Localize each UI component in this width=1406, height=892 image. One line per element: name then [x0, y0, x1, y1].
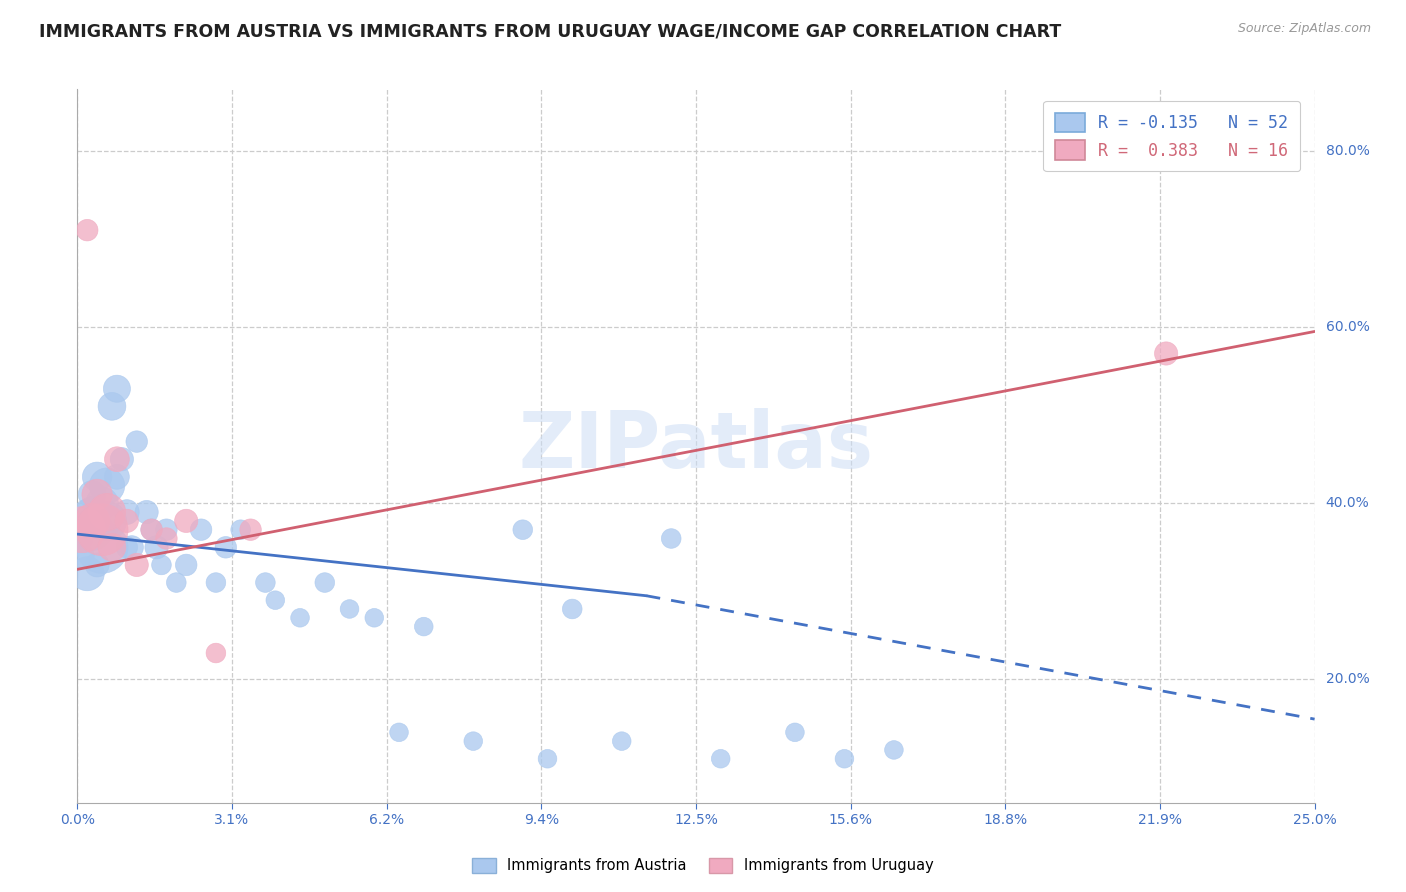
- Point: [561, 602, 583, 616]
- Point: [86, 505, 108, 519]
- Point: [205, 646, 228, 660]
- Point: [72, 523, 94, 537]
- Point: [82, 487, 104, 501]
- Point: [536, 752, 558, 766]
- Point: [91, 541, 114, 555]
- Legend: R = -0.135   N = 52, R =  0.383   N = 16: R = -0.135 N = 52, R = 0.383 N = 16: [1043, 101, 1301, 171]
- Point: [91, 514, 114, 528]
- Point: [155, 523, 177, 537]
- Point: [82, 505, 104, 519]
- Point: [229, 523, 252, 537]
- Point: [76, 505, 98, 519]
- Point: [512, 523, 534, 537]
- Point: [1154, 346, 1177, 360]
- Point: [883, 743, 905, 757]
- Point: [141, 523, 163, 537]
- Point: [412, 619, 434, 633]
- Point: [111, 452, 134, 467]
- Point: [82, 514, 104, 528]
- Point: [388, 725, 411, 739]
- Point: [86, 470, 108, 484]
- Point: [91, 523, 114, 537]
- Point: [205, 575, 228, 590]
- Point: [121, 541, 143, 555]
- Point: [101, 541, 124, 555]
- Point: [783, 725, 806, 739]
- Point: [105, 382, 128, 396]
- Point: [86, 558, 108, 572]
- Point: [145, 541, 167, 555]
- Text: IMMIGRANTS FROM AUSTRIA VS IMMIGRANTS FROM URUGUAY WAGE/INCOME GAP CORRELATION C: IMMIGRANTS FROM AUSTRIA VS IMMIGRANTS FR…: [39, 22, 1062, 40]
- Text: ZIPatlas: ZIPatlas: [519, 408, 873, 484]
- Point: [72, 549, 94, 563]
- Point: [125, 558, 148, 572]
- Point: [710, 752, 733, 766]
- Point: [254, 575, 277, 590]
- Point: [96, 514, 118, 528]
- Legend: Immigrants from Austria, Immigrants from Uruguay: Immigrants from Austria, Immigrants from…: [465, 850, 941, 880]
- Point: [174, 558, 197, 572]
- Text: Source: ZipAtlas.com: Source: ZipAtlas.com: [1237, 22, 1371, 36]
- Point: [96, 478, 118, 492]
- Point: [101, 400, 124, 414]
- Point: [91, 496, 114, 510]
- Point: [659, 532, 682, 546]
- Point: [610, 734, 633, 748]
- Point: [190, 523, 212, 537]
- Point: [165, 575, 187, 590]
- Point: [463, 734, 485, 748]
- Point: [141, 523, 163, 537]
- Text: 60.0%: 60.0%: [1326, 320, 1369, 334]
- Text: 20.0%: 20.0%: [1326, 673, 1369, 687]
- Text: 40.0%: 40.0%: [1326, 496, 1369, 510]
- Point: [135, 505, 157, 519]
- Point: [115, 514, 138, 528]
- Point: [86, 487, 108, 501]
- Point: [105, 470, 128, 484]
- Point: [72, 532, 94, 546]
- Point: [115, 505, 138, 519]
- Point: [834, 752, 856, 766]
- Point: [76, 223, 98, 237]
- Point: [150, 558, 173, 572]
- Point: [125, 434, 148, 449]
- Point: [96, 505, 118, 519]
- Text: 80.0%: 80.0%: [1326, 144, 1369, 158]
- Point: [288, 611, 311, 625]
- Point: [215, 541, 238, 555]
- Point: [339, 602, 361, 616]
- Point: [76, 566, 98, 581]
- Point: [174, 514, 197, 528]
- Point: [105, 452, 128, 467]
- Point: [239, 523, 262, 537]
- Point: [363, 611, 385, 625]
- Point: [155, 532, 177, 546]
- Point: [264, 593, 287, 607]
- Point: [115, 541, 138, 555]
- Point: [314, 575, 336, 590]
- Point: [82, 523, 104, 537]
